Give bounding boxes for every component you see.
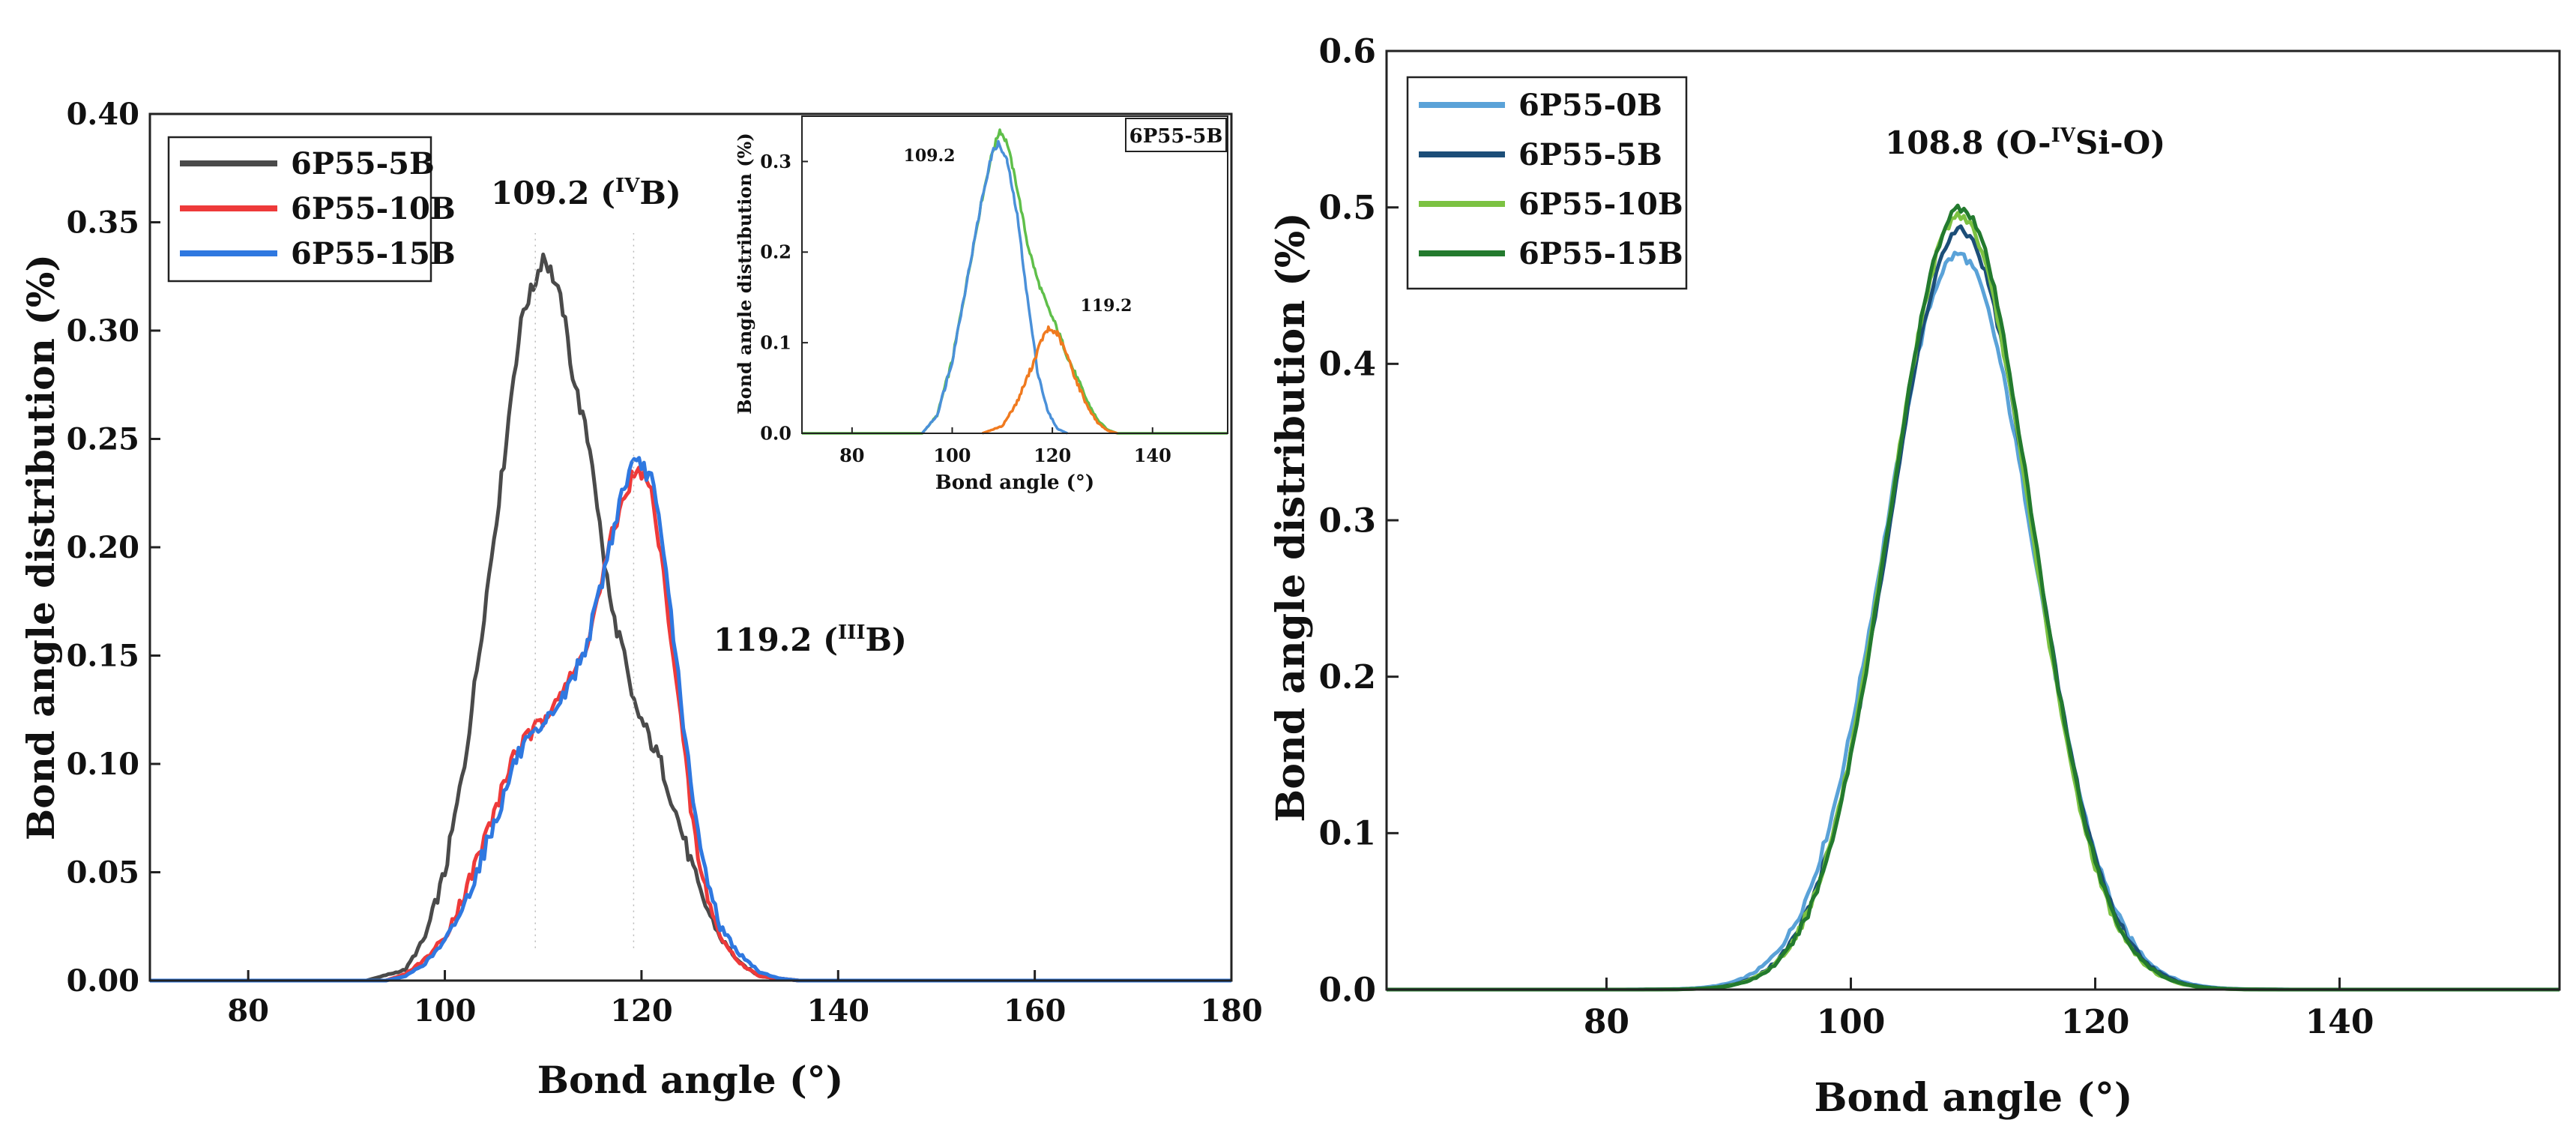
left-legend-label: 6P55-15B bbox=[291, 236, 456, 271]
right-y-axis-label: Bond angle distribution (%) bbox=[1268, 212, 1314, 822]
right-y-tick-label: 0.3 bbox=[1318, 502, 1376, 540]
inset-y-tick-label: 0.1 bbox=[760, 332, 791, 354]
left-x-tick-label: 120 bbox=[610, 993, 673, 1029]
left-y-tick-label: 0.40 bbox=[67, 97, 139, 132]
inset-y-axis-label: Bond angle distribution (%) bbox=[734, 133, 755, 414]
right-legend: 6P55-0B 6P55-5B 6P55-10B 6P55-15B bbox=[1406, 76, 1688, 290]
right-legend-label: 6P55-0B bbox=[1518, 88, 1662, 123]
left-y-tick-label: 0.05 bbox=[67, 855, 139, 891]
inset-y-tick-label: 0.2 bbox=[760, 241, 791, 263]
right-annotation-peak: 108.8 (O-IVSi-O) bbox=[1885, 124, 2165, 161]
left-x-tick-label: 160 bbox=[1004, 993, 1067, 1029]
right-y-tick-label: 0.4 bbox=[1318, 346, 1376, 384]
inset-y-tick-label: 0.0 bbox=[760, 422, 791, 444]
right-chart: 80 100 120 140 0.0 0.1 0.2 0.3 0.4 0.5 0.6 Bond a… bbox=[1268, 32, 2561, 1121]
inset-x-tick-label: 120 bbox=[1034, 445, 1071, 466]
right-x-axis-label: Bond angle (°) bbox=[1815, 1075, 2133, 1121]
left-y-axis-label: Bond angle distribution (%) bbox=[19, 254, 63, 840]
left-annotation-ivb: 109.2 (IVB) bbox=[491, 175, 681, 211]
left-x-tick-label: 80 bbox=[227, 993, 269, 1029]
left-annotation-iiib: 119.2 (IIIB) bbox=[714, 621, 907, 658]
left-x-axis-label: Bond angle (°) bbox=[537, 1058, 844, 1102]
left-y-tick-label: 0.10 bbox=[67, 747, 139, 782]
left-x-tick-label: 140 bbox=[807, 993, 870, 1029]
inset-plot-frame bbox=[801, 115, 1228, 434]
inset-annotation-1092: 109.2 bbox=[904, 146, 956, 166]
right-x-tick-label: 100 bbox=[1817, 1003, 1886, 1041]
left-legend-label: 6P55-10B bbox=[291, 191, 456, 226]
inset-series-line-iiib-component bbox=[981, 325, 1118, 435]
inset-series-line-ivb-component bbox=[921, 139, 1068, 435]
inset-x-tick-label: 100 bbox=[933, 445, 971, 466]
left-legend: 6P55-5B 6P55-10B 6P55-15B bbox=[167, 136, 456, 283]
inset-title: 6P55-5B bbox=[1129, 125, 1223, 148]
left-y-tick-label: 0.30 bbox=[67, 313, 139, 349]
inset-annotation-1192: 119.2 bbox=[1081, 296, 1132, 316]
inset-x-axis-label: Bond angle (°) bbox=[935, 472, 1094, 494]
right-y-tick-label: 0.1 bbox=[1318, 815, 1376, 853]
inset-title-box bbox=[1125, 118, 1227, 152]
left-y-tick-label: 0.25 bbox=[67, 422, 139, 457]
left-y-tick-label: 0.35 bbox=[67, 205, 139, 241]
right-x-tick-label: 120 bbox=[2061, 1003, 2130, 1041]
inset-x-tick-label: 80 bbox=[839, 445, 864, 466]
right-y-tick-label: 0.0 bbox=[1318, 971, 1376, 1009]
right-legend-label: 6P55-10B bbox=[1518, 187, 1683, 222]
left-x-tick-label: 100 bbox=[414, 993, 477, 1029]
right-y-tick-label: 0.2 bbox=[1318, 658, 1376, 696]
inset-x-tick-label: 140 bbox=[1134, 445, 1171, 466]
left-y-tick-label: 0.20 bbox=[67, 530, 139, 565]
right-y-tick-label: 0.5 bbox=[1318, 189, 1376, 227]
inset-y-tick-label: 0.3 bbox=[760, 151, 791, 172]
left-legend-label: 6P55-5B bbox=[291, 146, 435, 181]
left-y-tick-label: 0.15 bbox=[67, 639, 139, 674]
right-legend-label: 6P55-5B bbox=[1518, 137, 1662, 172]
right-y-tick-label: 0.6 bbox=[1318, 32, 1376, 70]
right-x-tick-label: 80 bbox=[1584, 1003, 1629, 1041]
left-y-tick-label: 0.00 bbox=[67, 963, 139, 999]
inset-chart: 80 100 120 140 0.00.10.20.3 Bond angle (°) … bbox=[734, 115, 1228, 494]
left-chart: 80 100 120 140 160 180 0.00 0.05 0.10 0.15 0.20 0.… bbox=[19, 97, 1263, 1102]
right-legend-label: 6P55-15B bbox=[1518, 236, 1683, 271]
left-x-tick-label: 180 bbox=[1200, 993, 1263, 1029]
right-x-tick-label: 140 bbox=[2305, 1003, 2374, 1041]
